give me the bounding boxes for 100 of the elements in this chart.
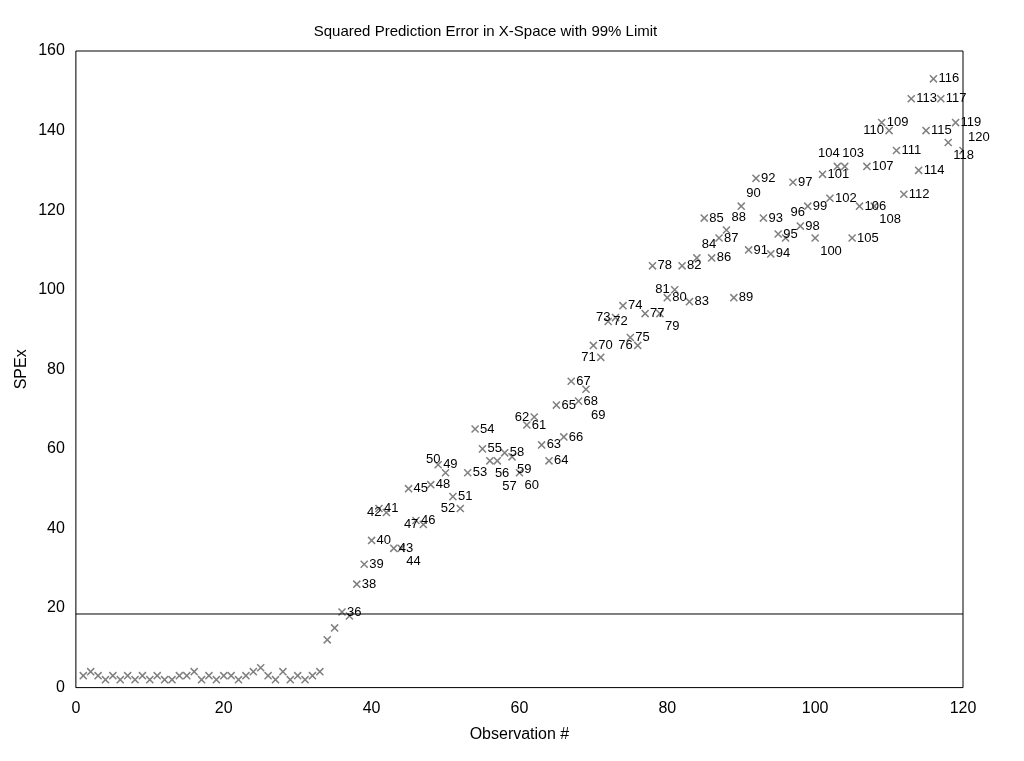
annotation: 84 (701, 236, 717, 252)
annotation: 94 (775, 245, 791, 261)
annotation: 38 (361, 575, 377, 591)
annotation: 90 (746, 184, 761, 200)
annotation: 47 (403, 516, 419, 532)
annotation: 56 (494, 465, 510, 481)
annotation: 70 (598, 337, 613, 353)
annotation: 46 (420, 512, 436, 528)
annotation: 96 (790, 203, 806, 219)
annotation: 99 (812, 197, 828, 213)
annotation: 59 (517, 461, 532, 477)
annotation: 81 (655, 281, 670, 297)
annotation: 112 (908, 185, 930, 201)
y-tick-label: 100 (38, 280, 65, 298)
annotation: 91 (753, 241, 769, 257)
annotation: 97 (797, 173, 813, 189)
annotation: 53 (472, 464, 488, 480)
annotation: 42 (366, 504, 382, 520)
y-axis-title: SPEx (12, 349, 30, 390)
x-tick-label: 20 (214, 698, 233, 716)
annotation: 71 (581, 348, 596, 364)
annotation: 67 (576, 372, 591, 388)
x-tick-label: 120 (949, 698, 977, 716)
annotation: 104 (818, 144, 840, 160)
annotation: 114 (923, 161, 945, 177)
annotation: 44 (406, 552, 421, 568)
annotation: 48 (435, 476, 451, 492)
annotation: 40 (376, 531, 392, 547)
x-tick-label: 80 (658, 698, 677, 716)
y-tick-label: 60 (47, 439, 65, 457)
annotation: 109 (886, 114, 909, 130)
y-tick-label: 160 (38, 41, 65, 59)
annotation: 115 (931, 122, 952, 138)
y-tick-label: 80 (47, 359, 65, 377)
annotation: 82 (687, 257, 702, 273)
annotation: 117 (945, 90, 967, 106)
annotation: 50 (426, 451, 441, 467)
x-tick-label: 60 (510, 698, 529, 716)
annotation: 76 (618, 337, 633, 353)
annotation: 74 (627, 297, 643, 313)
y-tick-label: 0 (55, 678, 65, 696)
annotation: 102 (834, 189, 857, 205)
annotation: 105 (857, 229, 879, 245)
annotation: 45 (413, 480, 429, 496)
annotation: 49 (443, 456, 458, 472)
annotation: 78 (657, 257, 672, 273)
y-tick-label: 40 (47, 518, 65, 536)
annotation: 73 (596, 309, 611, 325)
annotation: 83 (694, 293, 709, 309)
annotation: 86 (716, 249, 732, 265)
annotation: 54 (480, 420, 495, 436)
annotation: 89 (738, 289, 754, 305)
annotation: 88 (731, 208, 746, 224)
x-tick-label: 0 (71, 698, 81, 716)
annotation: 41 (383, 500, 399, 516)
annotation: 108 (879, 210, 901, 226)
x-axis-title: Observation # (469, 724, 570, 742)
annotation: 85 (709, 209, 724, 225)
annotation: 101 (827, 165, 850, 181)
y-tick-label: 120 (38, 200, 65, 218)
annotation: 98 (805, 217, 820, 233)
annotation: 100 (820, 242, 842, 258)
annotation: 55 (487, 440, 502, 456)
annotation: 39 (369, 555, 384, 571)
annotation: 79 (664, 318, 680, 334)
annotation: 106 (864, 197, 887, 213)
x-tick-label: 100 (801, 698, 829, 716)
annotation: 61 (531, 416, 547, 432)
annotation: 103 (842, 144, 865, 160)
annotation: 63 (546, 436, 562, 452)
annotation: 116 (938, 70, 960, 86)
annotation: 68 (583, 392, 599, 408)
annotation: 75 (635, 329, 650, 345)
annotation: 52 (440, 500, 456, 516)
x-tick-label: 40 (362, 698, 381, 716)
y-tick-label: 20 (47, 598, 65, 616)
annotation: 87 (724, 229, 739, 245)
annotation: 113 (916, 90, 937, 106)
annotation: 72 (613, 313, 628, 329)
annotation: 69 (590, 406, 606, 422)
annotation: 119 (960, 114, 982, 130)
annotation: 51 (457, 488, 473, 504)
annotation: 93 (768, 209, 783, 225)
y-tick-label: 140 (38, 120, 65, 138)
annotation: 80 (672, 289, 687, 305)
annotation: 111 (901, 142, 922, 158)
annotation: 57 (502, 478, 517, 494)
annotation: 64 (554, 452, 569, 468)
annotation: 58 (509, 444, 525, 460)
annotation: 118 (953, 147, 974, 163)
annotation: 120 (968, 129, 990, 145)
annotation: 77 (650, 305, 665, 321)
annotation: 92 (761, 169, 776, 185)
annotation: 66 (568, 428, 584, 444)
annotation: 43 (398, 539, 414, 555)
annotation: 110 (863, 122, 885, 138)
annotation: 62 (514, 408, 530, 424)
annotation: 36 (347, 603, 362, 619)
chart-title: Squared Prediction Error in X-Space with 99% Limit (313, 22, 659, 40)
annotation: 65 (561, 396, 576, 412)
